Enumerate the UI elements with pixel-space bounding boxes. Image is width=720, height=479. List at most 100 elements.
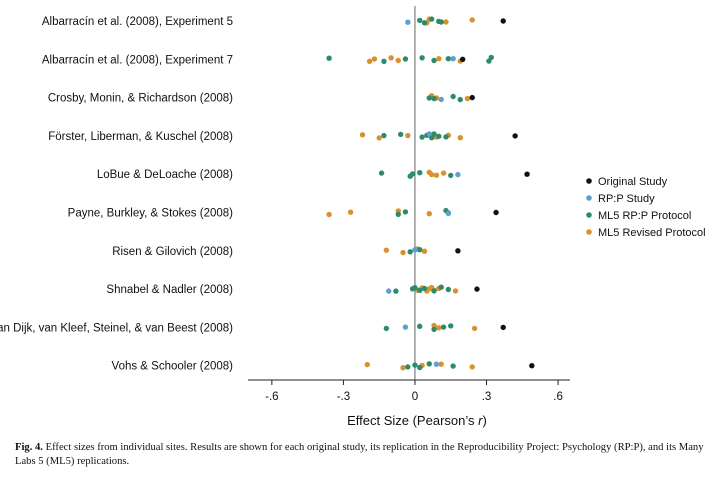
data-point (459, 56, 466, 62)
data-point (464, 95, 471, 102)
legend-marker (586, 178, 592, 184)
data-point (402, 209, 409, 215)
data-point (381, 132, 387, 139)
data-point (419, 55, 425, 61)
data-point (428, 171, 435, 178)
study-label: Shnabel & Nadler (2008) (106, 284, 233, 296)
data-point (500, 324, 506, 331)
data-point (417, 323, 423, 329)
data-point (405, 132, 411, 139)
x-axis-label-suffix: ) (482, 413, 486, 428)
data-point (417, 364, 423, 371)
data-point (428, 16, 435, 22)
data-point (524, 171, 530, 177)
data-point (395, 57, 401, 64)
data-point (529, 363, 535, 369)
x-tick-label: 0 (412, 391, 418, 403)
data-point (421, 285, 428, 292)
data-point (436, 325, 442, 331)
data-point (443, 19, 449, 25)
data-point (421, 20, 428, 26)
data-point (417, 287, 423, 293)
data-point (512, 133, 518, 139)
data-point (443, 134, 449, 140)
data-point (347, 209, 354, 215)
x-axis-label: Effect Size (Pearson’s r) (347, 413, 487, 428)
data-point (445, 56, 452, 62)
data-point (364, 361, 370, 368)
data-point (412, 362, 418, 368)
study-label: Vohs & Schooler (2008) (112, 361, 234, 373)
data-point (440, 324, 447, 330)
figure-caption: Fig. 4. Effect sizes from individual sit… (15, 441, 710, 468)
data-point (474, 286, 480, 292)
data-point (376, 135, 382, 141)
data-point (409, 171, 416, 177)
data-point (397, 131, 404, 138)
data-point (438, 96, 444, 103)
data-point (431, 326, 437, 333)
legend-marker (586, 212, 592, 218)
data-point (412, 247, 418, 253)
data-point (371, 56, 378, 62)
data-point (426, 211, 432, 217)
data-point (452, 288, 459, 294)
data-point (488, 54, 494, 61)
study-label: Crosby, Monin, & Richardson (2008) (48, 93, 233, 105)
study-labels: Albarracín et al. (2008), Experiment 5 Al… (0, 16, 233, 373)
study-label: Förster, Liberman, & Kuschel (2008) (48, 131, 233, 143)
data-point (426, 361, 432, 367)
data-point (326, 55, 332, 61)
data-point (407, 249, 413, 255)
data-point (438, 19, 444, 25)
data-point (417, 170, 423, 176)
data-point (493, 209, 499, 216)
data-point (469, 94, 475, 101)
data-point (431, 288, 437, 294)
data-point (450, 93, 456, 100)
data-point (381, 58, 387, 64)
legend-label: ML5 Revised Protocol (598, 227, 706, 239)
x-axis-label-variable: r (478, 413, 483, 428)
data-point (412, 284, 418, 291)
study-label: Risen & Gilovich (2008) (112, 246, 233, 258)
data-point (500, 18, 506, 24)
study-label: LoBue & DeLoache (2008) (97, 169, 233, 181)
data-point (426, 95, 432, 101)
data-point (400, 249, 406, 256)
data-point (326, 211, 332, 218)
data-point (438, 284, 444, 290)
data-point (469, 364, 475, 370)
legend-label: ML5 RP:P Protocol (598, 210, 691, 222)
data-point (402, 56, 409, 62)
x-tick-label: -.3 (337, 391, 350, 403)
data-point (417, 247, 423, 253)
data-point (405, 19, 411, 25)
study-label: Payne, Burkley, & Stokes (2008) (68, 208, 234, 220)
x-axis-label-prefix: Effect Size (Pearson’s (347, 413, 478, 428)
data-point (471, 325, 478, 332)
x-tick-label: -.6 (265, 391, 278, 403)
x-tick-label: .3 (482, 391, 492, 403)
x-axis-ticks: -.6 -.3 0 .3 .6 (265, 380, 563, 403)
data-point (388, 55, 394, 61)
data-point (431, 57, 437, 64)
data-point (450, 56, 456, 62)
data-point (448, 323, 454, 329)
legend-marker (586, 195, 592, 201)
data-point (431, 95, 437, 102)
data-point (433, 172, 440, 178)
data-point (431, 131, 437, 137)
data-point (457, 135, 463, 141)
data-points (326, 16, 535, 371)
data-point (359, 132, 366, 138)
data-point (386, 288, 392, 294)
study-label: Albarracín et al. (2008), Experiment 7 (42, 54, 233, 66)
legend-marker (586, 229, 592, 235)
data-point (431, 322, 437, 329)
legend: Original Study RP:P Study ML5 RP:P Protoco… (586, 176, 706, 239)
data-point (457, 96, 463, 103)
caption-text: Effect sizes from individual sites. Resu… (15, 442, 704, 467)
data-point (469, 17, 475, 23)
data-point (445, 286, 452, 293)
